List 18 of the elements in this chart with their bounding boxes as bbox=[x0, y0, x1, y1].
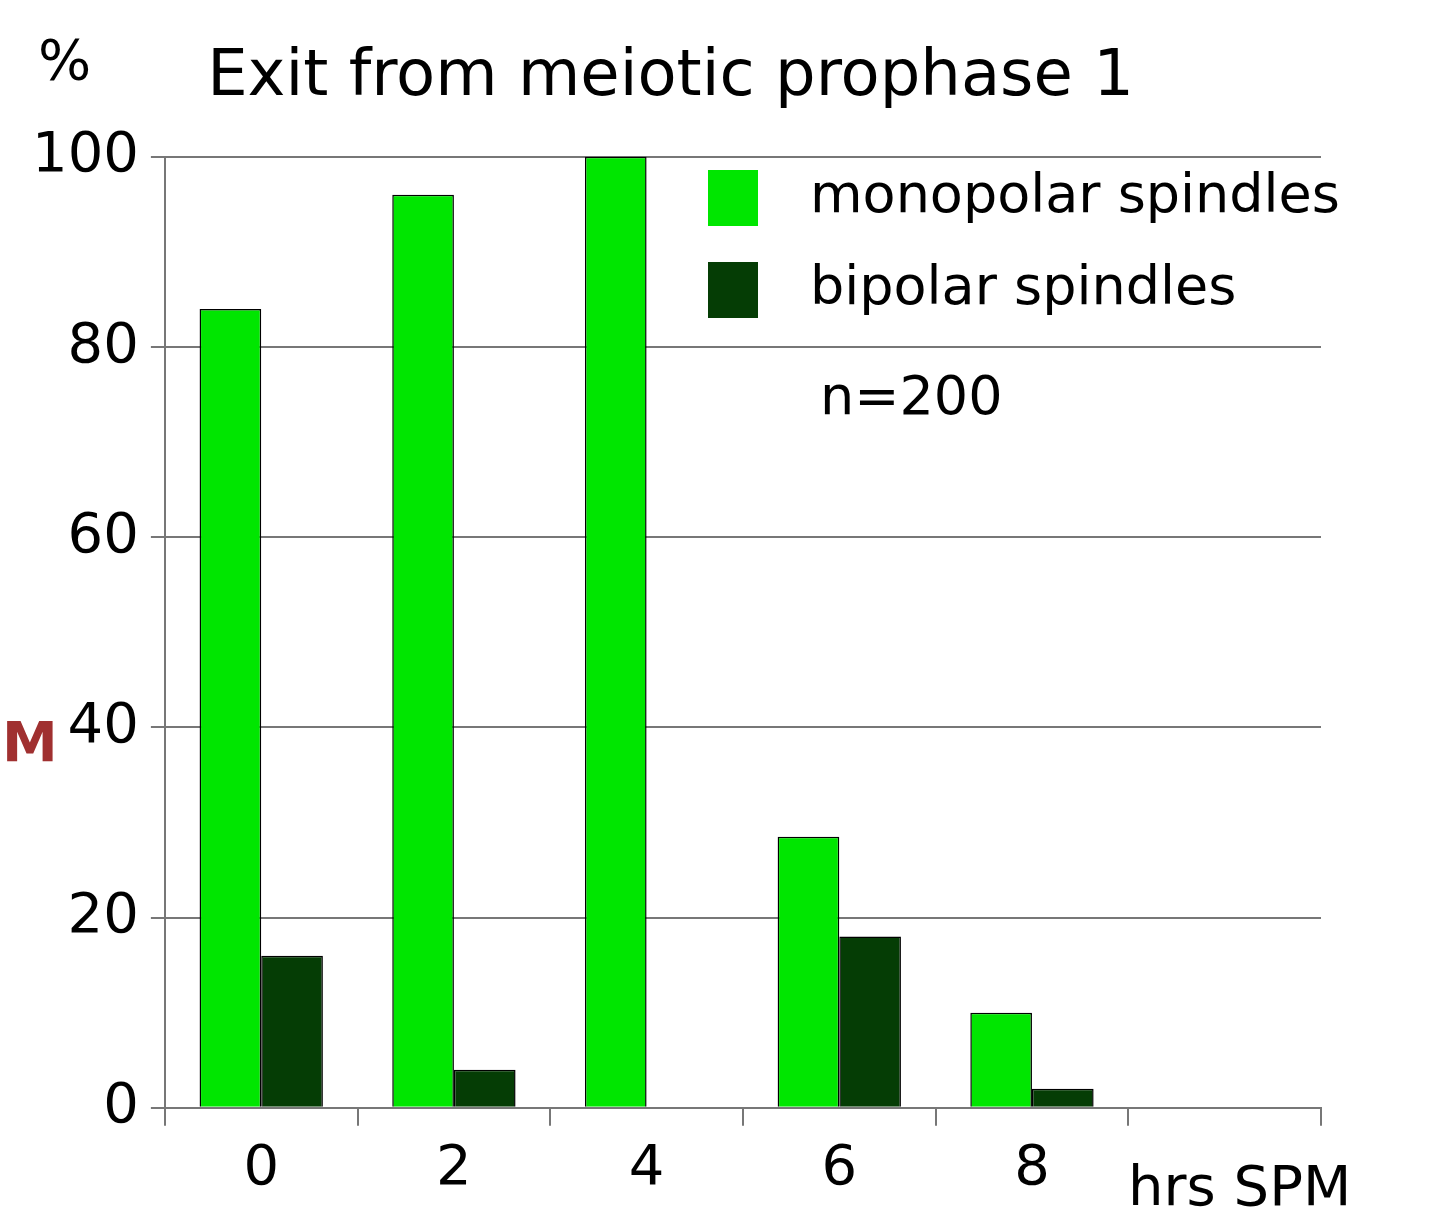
x-tick-label: 4 bbox=[628, 1131, 665, 1197]
y-axis-title: % bbox=[38, 26, 92, 92]
x-tick-label: 2 bbox=[436, 1131, 472, 1197]
y-tick-label: 0 bbox=[103, 1070, 139, 1136]
x-tick-label: 8 bbox=[1014, 1131, 1050, 1197]
text: M bbox=[2, 708, 58, 774]
annotation: n=200 bbox=[820, 364, 1003, 428]
legend-label: monopolar spindles bbox=[810, 162, 1340, 226]
x-tick-label: 6 bbox=[821, 1131, 858, 1197]
y-tick-label: 100 bbox=[32, 119, 139, 185]
y-tick-label: 20 bbox=[67, 880, 139, 946]
y-tick-label: 80 bbox=[67, 309, 139, 375]
y-tick-label: 60 bbox=[67, 499, 139, 565]
legend-label: bipolar spindles bbox=[810, 254, 1237, 318]
x-axis-title: hrs SPM bbox=[1128, 1152, 1352, 1218]
chart-title: Exit from meiotic prophase 1 bbox=[207, 36, 1134, 111]
y-tick-label: 40 bbox=[67, 689, 139, 755]
x-tick-label: 0 bbox=[243, 1131, 280, 1197]
